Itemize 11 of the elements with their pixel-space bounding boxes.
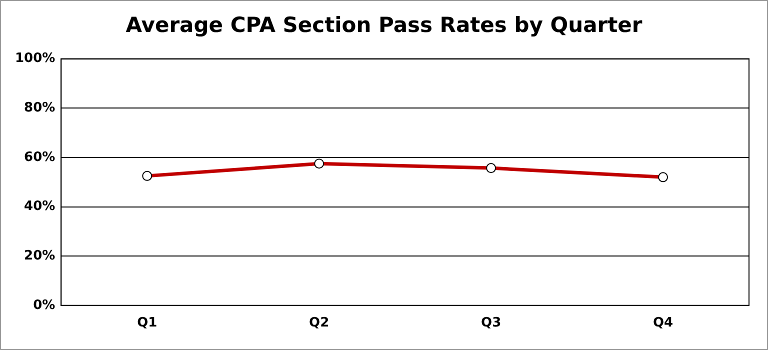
x-tick-label: Q4 <box>652 316 674 331</box>
chart-title: Average CPA Section Pass Rates by Quarter <box>124 13 644 37</box>
x-tick-label: Q1 <box>137 316 158 331</box>
y-tick-label: 80% <box>24 100 56 116</box>
x-tick-label: Q3 <box>481 316 502 331</box>
y-tick-label: 100% <box>14 51 56 66</box>
x-tick-label: Q2 <box>309 316 330 331</box>
y-tick-label: 40% <box>24 199 56 214</box>
y-tick-label: 20% <box>24 248 56 264</box>
y-tick-label: 0% <box>33 298 56 313</box>
y-tick-label: 60% <box>24 150 56 165</box>
